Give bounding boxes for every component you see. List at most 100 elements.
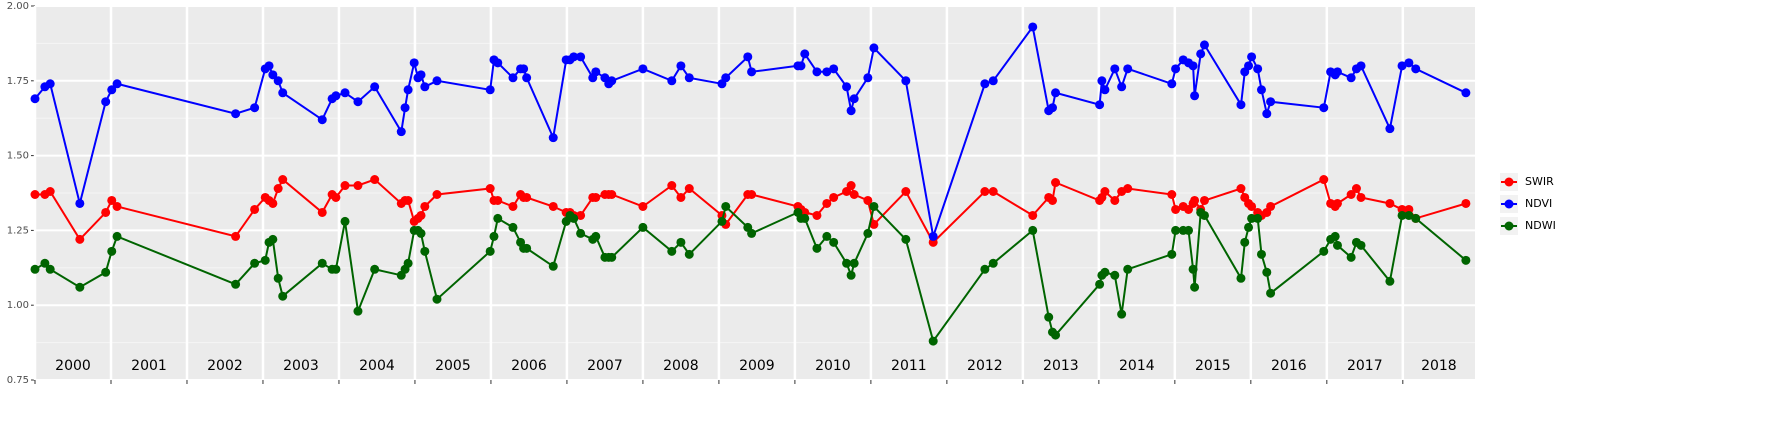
data-point — [1095, 100, 1105, 110]
data-point — [508, 222, 518, 232]
data-point — [576, 210, 586, 220]
data-point — [863, 73, 873, 83]
data-point — [548, 261, 558, 271]
data-point — [1256, 85, 1266, 95]
data-point — [420, 82, 430, 92]
data-point — [1188, 61, 1198, 71]
year-label: 2004 — [359, 358, 395, 374]
data-point — [112, 79, 122, 89]
data-point — [928, 336, 938, 346]
data-point — [30, 189, 40, 199]
data-point — [988, 258, 998, 268]
data-point — [1110, 64, 1120, 74]
data-point — [1351, 184, 1361, 194]
data-point — [717, 216, 727, 226]
data-point — [101, 97, 111, 107]
data-point — [869, 201, 879, 211]
data-point — [400, 103, 410, 113]
data-point — [980, 187, 990, 197]
data-point — [591, 192, 601, 202]
data-point — [676, 61, 686, 71]
legend-point — [1504, 199, 1514, 209]
data-point — [231, 231, 241, 241]
legend-label: NDVI — [1525, 197, 1552, 210]
data-point — [1346, 189, 1356, 199]
data-point — [1332, 198, 1342, 208]
legend-label: SWIR — [1525, 175, 1554, 188]
data-point — [849, 258, 859, 268]
data-point — [1356, 61, 1366, 71]
data-point — [75, 282, 85, 292]
data-point — [403, 85, 413, 95]
data-point — [101, 207, 111, 217]
data-point — [1346, 73, 1356, 83]
data-point — [747, 228, 757, 238]
data-point — [420, 246, 430, 256]
data-point — [340, 181, 350, 191]
data-point — [1100, 187, 1110, 197]
data-point — [317, 115, 327, 125]
data-point — [493, 213, 503, 223]
data-point — [1117, 309, 1127, 319]
data-point — [1123, 184, 1133, 194]
data-point — [901, 187, 911, 197]
y-tick-label: 1.25 — [7, 225, 29, 236]
data-point — [1199, 210, 1209, 220]
data-point — [432, 189, 442, 199]
data-point — [548, 201, 558, 211]
data-point — [1188, 264, 1198, 274]
year-label: 2002 — [207, 358, 243, 374]
data-point — [1123, 264, 1133, 274]
data-point — [250, 204, 260, 214]
data-point — [1244, 222, 1254, 232]
data-point — [1051, 330, 1061, 340]
data-point — [485, 184, 495, 194]
data-point — [1167, 79, 1177, 89]
data-point — [800, 213, 810, 223]
data-point — [1253, 213, 1263, 223]
data-point — [260, 255, 270, 265]
data-point — [1240, 237, 1250, 247]
data-point — [1190, 282, 1200, 292]
data-point — [1262, 109, 1272, 119]
data-point — [1461, 88, 1471, 98]
data-point — [250, 103, 260, 113]
data-point — [1385, 124, 1395, 134]
data-point — [1199, 195, 1209, 205]
data-point — [107, 85, 117, 95]
year-label: 2018 — [1421, 358, 1457, 374]
data-point — [1247, 201, 1257, 211]
year-label: 2007 — [587, 358, 623, 374]
data-point — [30, 94, 40, 104]
data-point — [1100, 267, 1110, 277]
data-point — [231, 109, 241, 119]
data-point — [1167, 189, 1177, 199]
data-point — [278, 88, 288, 98]
data-point — [607, 252, 617, 262]
data-point — [846, 270, 856, 280]
data-point — [1184, 225, 1194, 235]
data-point — [1051, 178, 1061, 188]
data-point — [1266, 201, 1276, 211]
year-label: 2017 — [1347, 358, 1383, 374]
data-point — [667, 76, 677, 86]
data-point — [268, 234, 278, 244]
data-point — [576, 228, 586, 238]
year-label: 2016 — [1271, 358, 1307, 374]
data-point — [1044, 312, 1054, 322]
data-point — [485, 246, 495, 256]
data-point — [988, 76, 998, 86]
data-point — [1047, 195, 1057, 205]
data-point — [822, 67, 832, 77]
data-point — [268, 70, 278, 80]
data-point — [409, 58, 419, 68]
data-point — [1346, 252, 1356, 262]
data-point — [508, 73, 518, 83]
year-label: 2001 — [131, 358, 167, 374]
data-point — [340, 216, 350, 226]
data-point — [1028, 22, 1038, 32]
data-point — [721, 201, 731, 211]
data-point — [45, 264, 55, 274]
data-point — [1461, 198, 1471, 208]
data-point — [747, 189, 757, 199]
